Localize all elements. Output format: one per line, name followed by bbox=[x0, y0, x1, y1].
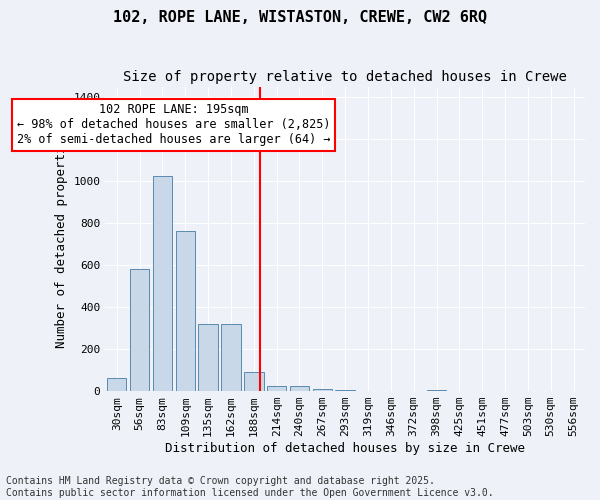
Bar bbox=[199, 324, 218, 391]
X-axis label: Distribution of detached houses by size in Crewe: Distribution of detached houses by size … bbox=[165, 442, 525, 455]
Bar bbox=[244, 372, 263, 391]
Bar bbox=[267, 386, 286, 391]
Text: 102, ROPE LANE, WISTASTON, CREWE, CW2 6RQ: 102, ROPE LANE, WISTASTON, CREWE, CW2 6R… bbox=[113, 10, 487, 25]
Bar bbox=[107, 378, 127, 391]
Bar bbox=[290, 386, 309, 391]
Title: Size of property relative to detached houses in Crewe: Size of property relative to detached ho… bbox=[123, 70, 567, 84]
Y-axis label: Number of detached properties: Number of detached properties bbox=[55, 130, 68, 348]
Bar bbox=[313, 389, 332, 391]
Bar bbox=[221, 324, 241, 391]
Bar bbox=[130, 270, 149, 391]
Bar bbox=[427, 390, 446, 391]
Text: Contains HM Land Registry data © Crown copyright and database right 2025.
Contai: Contains HM Land Registry data © Crown c… bbox=[6, 476, 494, 498]
Bar bbox=[176, 232, 195, 391]
Bar bbox=[335, 390, 355, 391]
Text: 102 ROPE LANE: 195sqm
← 98% of detached houses are smaller (2,825)
2% of semi-de: 102 ROPE LANE: 195sqm ← 98% of detached … bbox=[17, 104, 331, 146]
Bar bbox=[153, 176, 172, 391]
